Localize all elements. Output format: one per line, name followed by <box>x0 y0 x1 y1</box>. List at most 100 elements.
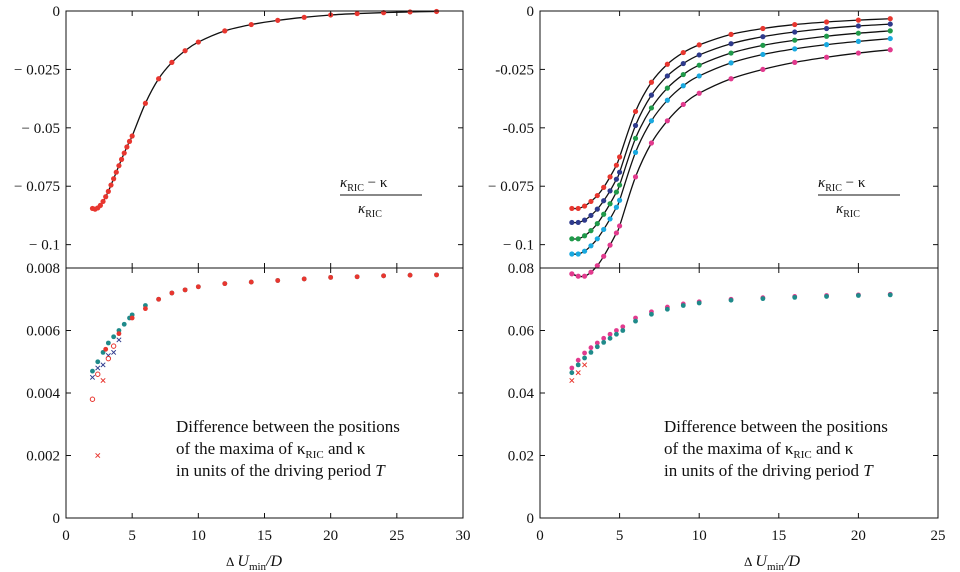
bottom-right-ytick-label: 0.04 <box>508 386 535 402</box>
bottom-left-point-teal <box>95 359 101 365</box>
bottom-right-point-teal <box>887 292 893 298</box>
bottom-left-xtick-label: 5 <box>128 528 136 544</box>
top-right-point-magenta <box>588 269 594 275</box>
svg-text:of the maxima of κRIC and κ: of the maxima of κRIC and κ <box>664 439 854 461</box>
top-right-point-red <box>792 21 798 28</box>
bottom-left-cross-red <box>95 452 101 459</box>
bottom-right-xtick-label: 15 <box>771 528 786 544</box>
top-left-point-red <box>182 48 188 54</box>
top-left-point-red <box>301 14 307 20</box>
top-right-curve-cyan <box>571 37 891 255</box>
top-right-point-navy <box>823 25 830 32</box>
bottom-right-cross-stroke <box>582 362 588 368</box>
bottom-right-point-magenta <box>607 331 613 337</box>
bottom-left-ytick-label: 0.008 <box>26 261 60 277</box>
bottom-left-circle-red <box>95 371 101 377</box>
bottom-right-point-magenta <box>569 365 575 371</box>
top-right-point-red <box>760 25 766 32</box>
svg-text:κRIC: κRIC <box>358 201 382 220</box>
bottom-left-xtick-label: 10 <box>191 528 206 544</box>
bottom-right-xtick-label: 10 <box>692 528 707 544</box>
top-right-point-green <box>607 201 613 207</box>
top-right-point-cyan <box>696 73 702 79</box>
top-left-point-red <box>97 202 104 208</box>
bottom-left-point-teal <box>111 334 117 340</box>
top-left-ytick-label: − 0.1 <box>29 238 60 254</box>
top-left-point-red <box>108 182 114 188</box>
bottom-left-cross-navy <box>100 362 106 368</box>
top-right-point-cyan <box>887 35 893 42</box>
top-right-point-cyan <box>823 42 830 48</box>
top-right-point-green <box>601 211 607 217</box>
top-right-point-cyan <box>588 243 594 249</box>
top-right-point-cyan <box>648 118 655 124</box>
bottom-left-cross-navy <box>111 349 117 355</box>
bottom-right-point-magenta <box>582 350 587 356</box>
top-right-point-cyan <box>680 83 686 89</box>
top-right-point-navy <box>569 219 575 226</box>
top-right-point-green <box>887 28 893 34</box>
bottom-left-ytick-label: 0 <box>53 511 61 527</box>
x-axis-label-left: Δ Umin/D <box>226 553 283 572</box>
top-right-point-navy <box>588 212 594 219</box>
bottom-right-point-teal <box>575 362 581 368</box>
top-right-point-navy <box>760 34 766 40</box>
bottom-left-cross-stroke <box>95 365 101 371</box>
top-right-point-cyan <box>569 251 575 257</box>
bottom-right-point-magenta <box>614 328 619 333</box>
top-right-point-magenta <box>855 50 862 56</box>
bottom-right-cross-stroke <box>569 377 575 384</box>
top-left-point-red <box>118 156 125 162</box>
top-right-point-navy <box>613 176 620 182</box>
bottom-right-point-magenta <box>620 324 626 330</box>
top-right-point-navy <box>575 219 581 226</box>
bottom-left-xtick-label: 25 <box>389 528 404 544</box>
bottom-right-point-teal <box>824 294 829 299</box>
top-left-point-red <box>126 138 133 144</box>
top-left-point-red <box>103 194 109 200</box>
top-right-point-green <box>696 62 702 68</box>
bottom-right-ytick-label: 0 <box>527 511 535 527</box>
svg-text:Difference between the positio: Difference between the positions <box>664 417 888 436</box>
bottom-left-point-red <box>381 273 386 279</box>
bottom-right-cross-stroke <box>575 370 581 376</box>
top-right-point-red <box>569 205 575 212</box>
top-left-point-red <box>124 144 130 150</box>
top-right-point-magenta <box>569 271 575 277</box>
top-right-point-magenta <box>728 76 734 82</box>
top-right-point-green <box>632 135 639 141</box>
bottom-left-cross-stroke <box>111 349 117 355</box>
marker-layer <box>89 8 893 459</box>
top-right-point-navy <box>632 122 639 129</box>
top-right-point-magenta <box>594 263 600 269</box>
top-right-ytick-label: -0.05 <box>503 121 534 137</box>
svg-text:of the maxima of κRIC and κ: of the maxima of κRIC and κ <box>176 439 366 461</box>
top-right-point-red <box>601 184 607 190</box>
bottom-left-point-red <box>143 306 148 312</box>
bottom-right-cross-red <box>582 362 588 368</box>
top-right-point-red <box>664 61 670 67</box>
top-right-point-green <box>613 189 620 195</box>
bottom-left-point-red <box>116 331 122 337</box>
bottom-left-point-red <box>195 284 201 290</box>
bottom-left-point-red <box>434 272 439 278</box>
bottom-right-point-teal <box>680 303 686 308</box>
bottom-right-point-magenta <box>588 345 594 351</box>
bottom-left-cross-stroke <box>95 452 101 459</box>
top-right-point-magenta <box>632 174 639 180</box>
top-left-point-red <box>407 9 413 15</box>
top-right-point-green <box>664 85 670 91</box>
note-left: Difference between the positions of the … <box>176 417 400 480</box>
top-right-point-green <box>575 236 581 242</box>
bottom-right-point-magenta <box>601 335 607 341</box>
top-right-point-red <box>855 17 862 23</box>
bottom-right-ytick-label: 0.06 <box>508 324 535 340</box>
top-right-point-green <box>680 71 686 78</box>
top-right-point-green <box>594 221 600 227</box>
bottom-right-xtick-label: 20 <box>851 528 866 544</box>
top-right-point-navy <box>664 73 670 79</box>
top-right-point-navy <box>887 21 893 27</box>
top-right-point-red <box>575 205 581 212</box>
bottom-left-cross-red <box>100 377 106 384</box>
top-left-point-red <box>169 59 175 65</box>
